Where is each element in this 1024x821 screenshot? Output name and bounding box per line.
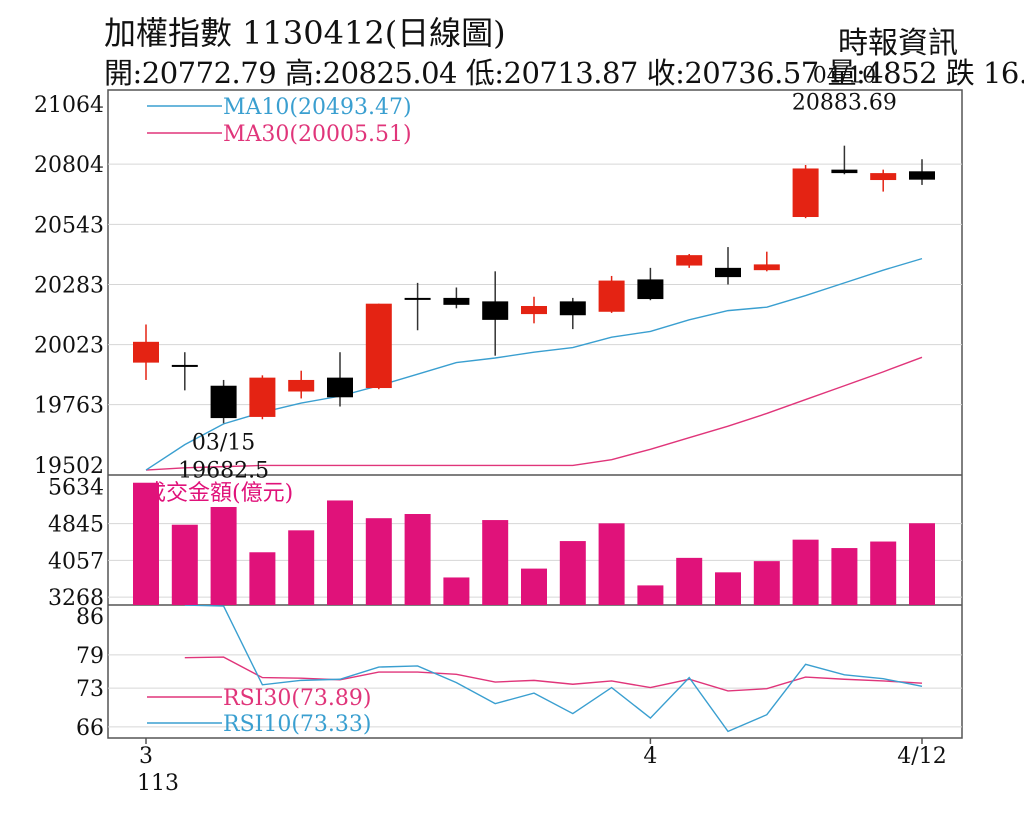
volume-bar bbox=[327, 500, 353, 605]
candle-body bbox=[909, 171, 935, 180]
candle-body bbox=[404, 297, 431, 300]
volume-bar bbox=[443, 577, 470, 605]
low-annotation-date: 03/15 bbox=[192, 430, 255, 455]
candle-body bbox=[715, 267, 741, 278]
volume-tick-label: 4845 bbox=[48, 513, 104, 538]
chart-title: 加權指數 1130412(日線圖) bbox=[104, 14, 506, 52]
volume-bar bbox=[831, 548, 858, 605]
volume-bar bbox=[792, 539, 819, 605]
x-tick-sublabel: 113 bbox=[137, 771, 179, 796]
candle-body bbox=[753, 264, 780, 271]
price-tick-label: 20804 bbox=[34, 153, 104, 178]
rsi-tick-label: 79 bbox=[76, 644, 104, 669]
price-tick-label: 21064 bbox=[34, 93, 104, 118]
candle-body bbox=[521, 305, 547, 315]
low-annotation-value: 19682.5 bbox=[178, 458, 269, 483]
candle-body bbox=[288, 379, 315, 392]
candle-body bbox=[870, 173, 897, 181]
volume-bar bbox=[676, 557, 703, 605]
candle-body bbox=[210, 385, 237, 419]
volume-bar bbox=[365, 518, 392, 605]
candle-body bbox=[365, 303, 392, 389]
rsi10-line bbox=[184, 605, 923, 733]
volume-bar bbox=[598, 523, 625, 605]
candle-body bbox=[249, 377, 276, 417]
ma30-line bbox=[145, 356, 923, 471]
rsi30-line bbox=[184, 656, 923, 692]
volume-tick-label: 5634 bbox=[48, 476, 104, 501]
candle-body bbox=[133, 341, 159, 363]
candle-body bbox=[327, 377, 353, 398]
x-tick-label: 4 bbox=[643, 744, 657, 769]
rsi-tick-label: 66 bbox=[76, 716, 104, 741]
volume-bar bbox=[909, 523, 935, 605]
legend-label: MA30(20005.51) bbox=[223, 122, 412, 147]
volume-bar bbox=[249, 552, 276, 605]
high-annotation-date: 04/10 bbox=[813, 64, 876, 89]
candle-body bbox=[637, 279, 664, 300]
volume-bar bbox=[559, 541, 586, 605]
candle-body bbox=[559, 301, 586, 316]
ohlc-summary: 開:20772.79 高:20825.04 低:20713.87 收:20736… bbox=[104, 56, 1024, 90]
candle-body bbox=[598, 280, 625, 312]
rsi-tick-label: 86 bbox=[76, 605, 104, 630]
volume-bar bbox=[637, 585, 664, 605]
volume-tick-label: 3268 bbox=[48, 586, 104, 611]
volume-bar bbox=[133, 482, 159, 605]
price-tick-label: 20283 bbox=[34, 274, 104, 299]
volume-bar bbox=[482, 520, 509, 605]
legend-label: MA10(20493.47) bbox=[223, 95, 412, 120]
volume-bar bbox=[870, 541, 897, 605]
plot-frame bbox=[107, 89, 963, 739]
candle-body bbox=[482, 301, 509, 320]
candle-body bbox=[443, 297, 470, 305]
volume-bar bbox=[404, 514, 431, 605]
candle-body bbox=[792, 168, 819, 218]
rsi-legend-label: RSI30(73.89) bbox=[223, 686, 371, 711]
volume-panel-label: 成交金額(億元) bbox=[144, 481, 293, 506]
ma10-line bbox=[145, 257, 923, 471]
price-tick-label: 20543 bbox=[34, 213, 104, 238]
rsi-legend-label: RSI10(73.33) bbox=[223, 712, 371, 737]
candle-body bbox=[831, 169, 858, 174]
price-tick-label: 20023 bbox=[34, 334, 104, 359]
candle-body bbox=[676, 255, 703, 266]
x-tick-label: 4/12 bbox=[897, 744, 946, 769]
volume-bar bbox=[753, 561, 780, 605]
volume-bar bbox=[288, 530, 315, 605]
volume-bar bbox=[715, 572, 741, 605]
candle-body bbox=[171, 364, 198, 367]
volume-bar bbox=[171, 524, 198, 605]
volume-bar bbox=[210, 507, 237, 605]
source-label: 時報資訊 bbox=[838, 26, 958, 61]
high-annotation-value: 20883.69 bbox=[792, 91, 897, 116]
volume-tick-label: 4057 bbox=[48, 549, 104, 574]
rsi-tick-label: 73 bbox=[76, 677, 104, 702]
price-tick-label: 19763 bbox=[34, 394, 104, 419]
volume-bar bbox=[521, 568, 547, 605]
price-tick-label: 19502 bbox=[34, 454, 104, 479]
x-tick-label: 3 bbox=[139, 744, 153, 769]
